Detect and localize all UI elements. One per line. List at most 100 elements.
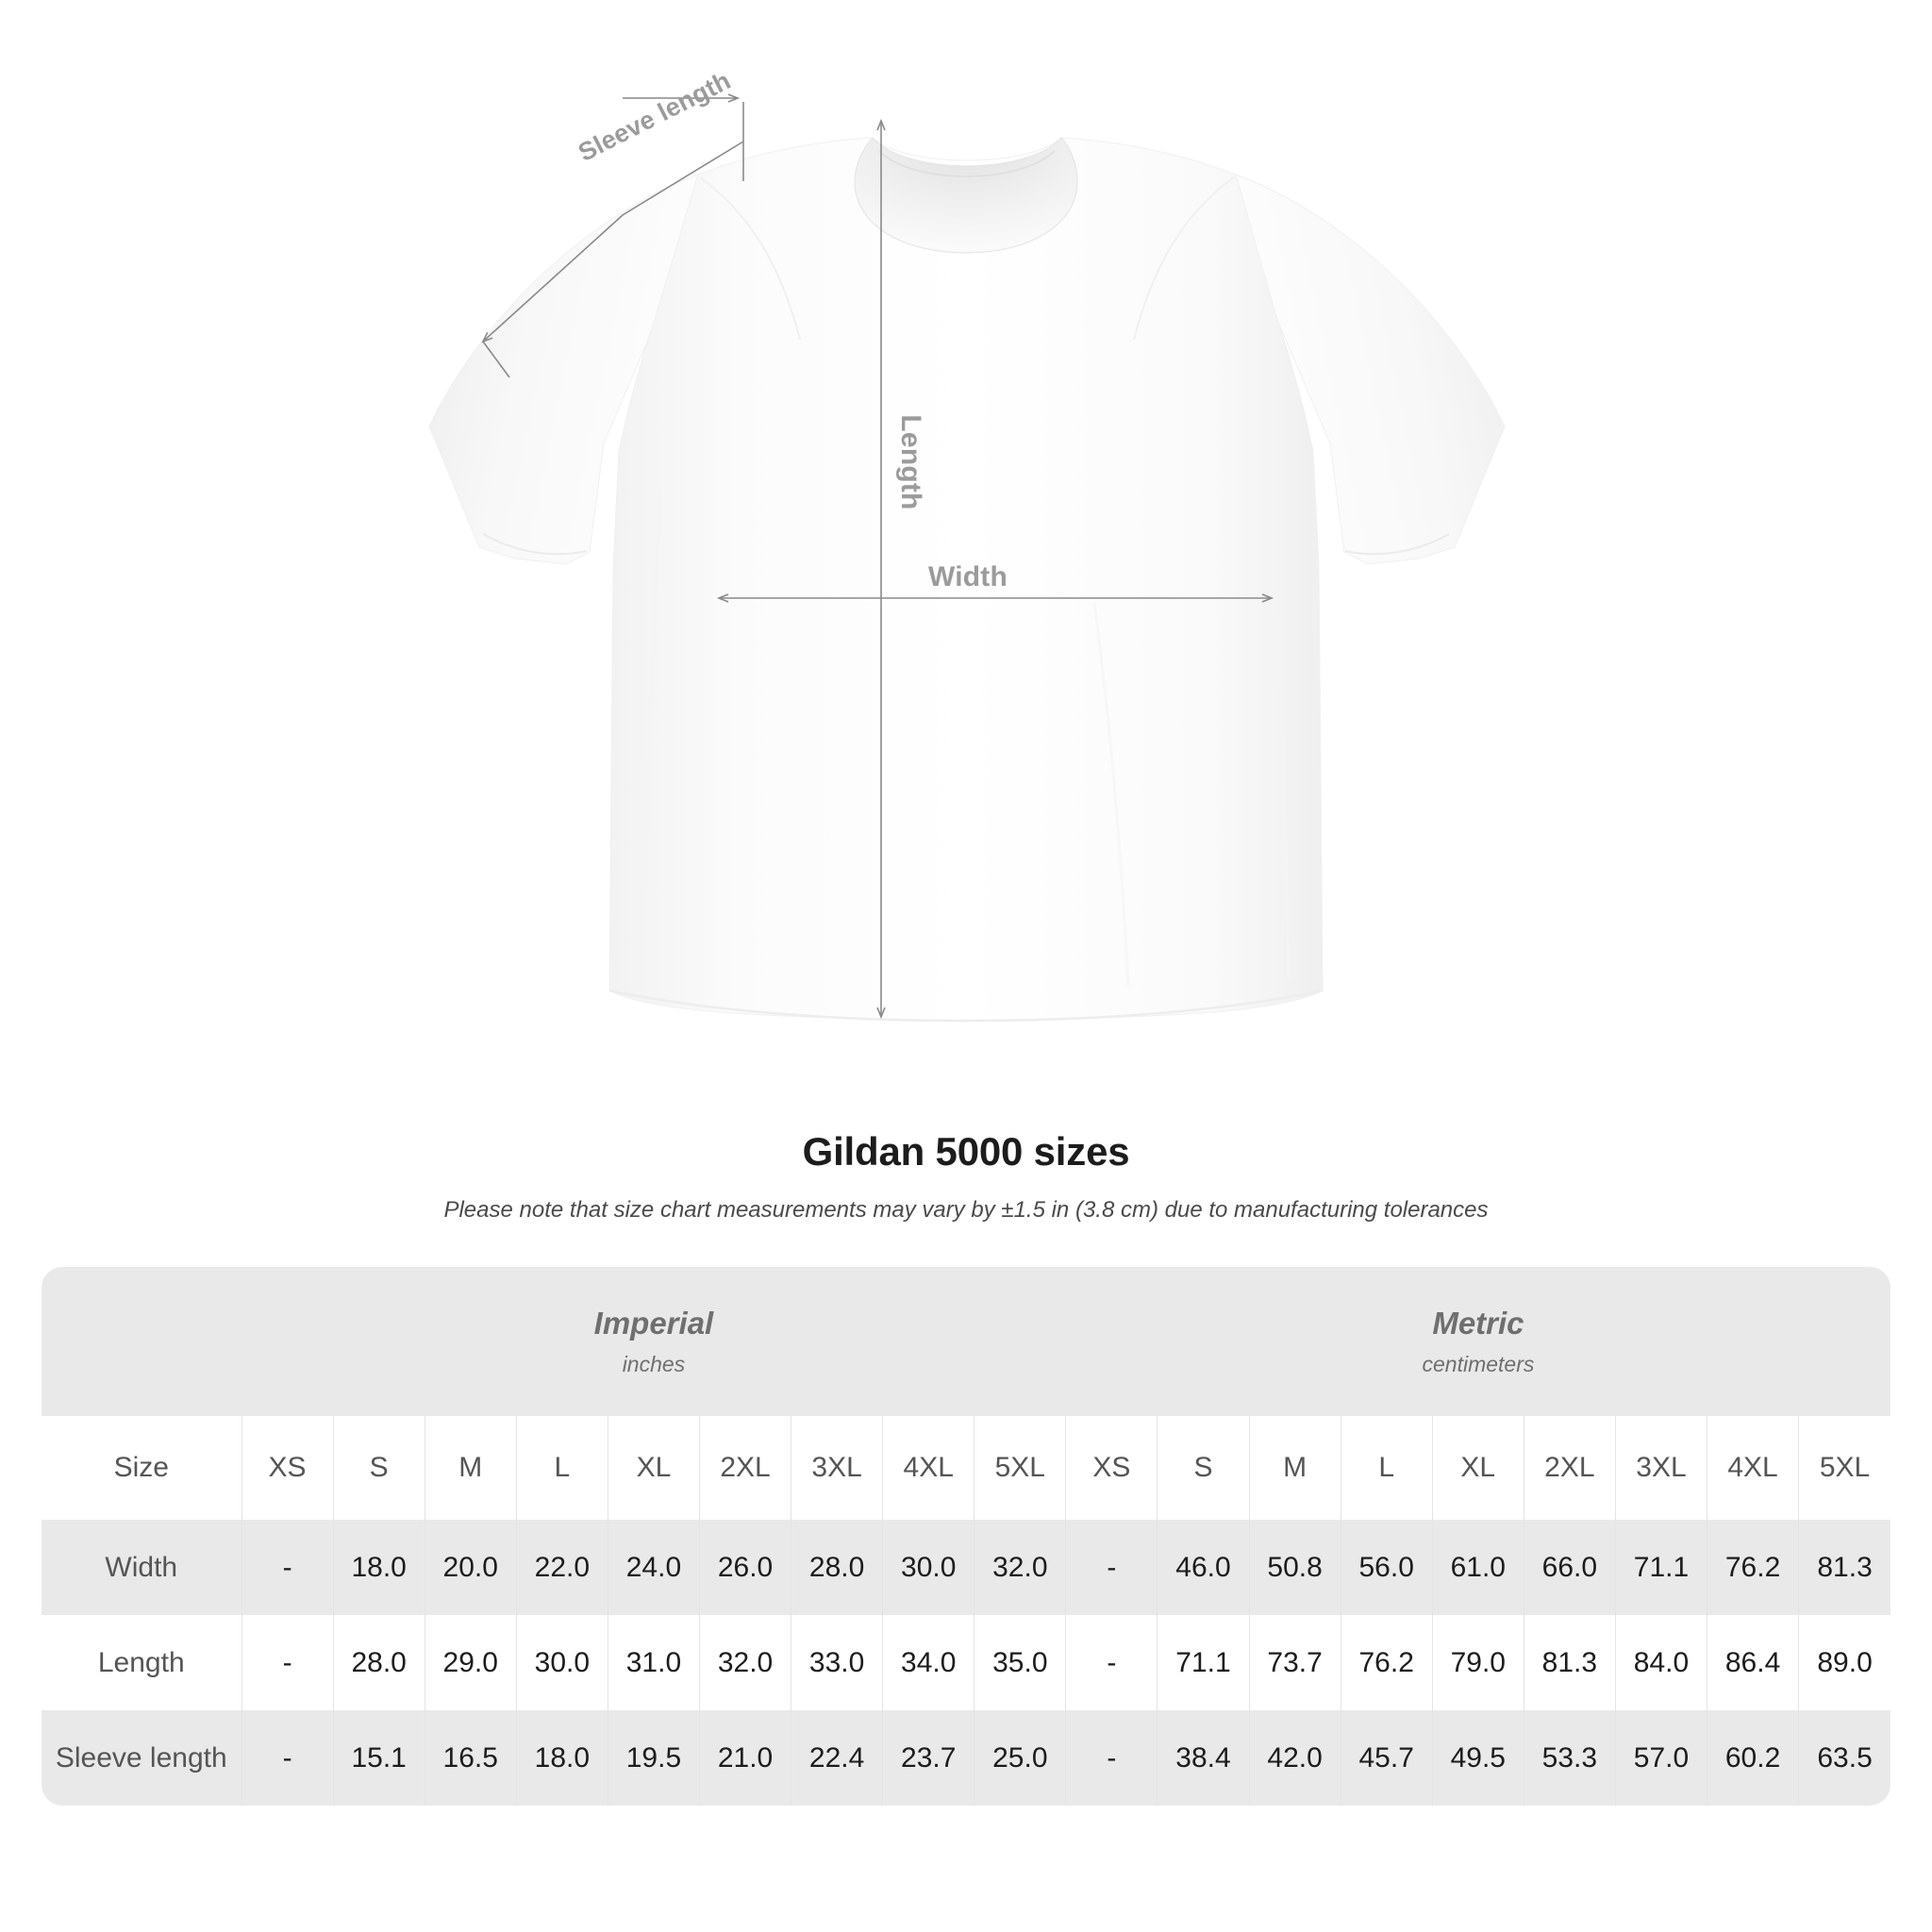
measurement-lines xyxy=(481,93,1274,1020)
cell-length-4xl-metric: 86.4 xyxy=(1707,1615,1799,1710)
shirt-body xyxy=(608,137,1324,1022)
unit-group-row: Imperial inches Metric centimeters xyxy=(42,1267,1890,1416)
length-label: Length xyxy=(895,414,926,510)
size-column-header-4xl-metric: 4XL xyxy=(1707,1416,1799,1520)
cell-length-3xl-metric: 84.0 xyxy=(1614,1615,1707,1710)
size-column-header-xl-metric: XL xyxy=(1431,1416,1524,1520)
cell-width-m-imperial: 20.0 xyxy=(424,1520,517,1615)
cell-sleeve-length-3xl-metric: 57.0 xyxy=(1614,1710,1707,1806)
tolerance-note: Please note that size chart measurements… xyxy=(443,1197,1489,1223)
size-column-header-3xl-imperial: 3XL xyxy=(791,1416,883,1520)
cell-sleeve-length-xs-imperial: - xyxy=(241,1710,334,1806)
left-sleeve-hem xyxy=(482,533,588,556)
left-shoulder-seam xyxy=(699,176,802,341)
size-column-header-xl-imperial: XL xyxy=(607,1416,700,1520)
cell-width-5xl-metric: 81.3 xyxy=(1798,1520,1890,1615)
fold-center-right xyxy=(1092,603,1130,988)
right-shoulder-seam xyxy=(1132,176,1235,341)
cell-sleeve-length-xl-imperial: 19.5 xyxy=(607,1710,700,1806)
cell-width-xl-metric: 61.0 xyxy=(1431,1520,1524,1615)
cell-length-l-imperial: 30.0 xyxy=(515,1615,608,1710)
cell-length-5xl-imperial: 35.0 xyxy=(974,1615,1066,1710)
sleeve-dim-tick-left xyxy=(482,341,510,378)
fold-left xyxy=(641,490,662,982)
cell-sleeve-length-3xl-imperial: 22.4 xyxy=(791,1710,883,1806)
tshirt-illustration xyxy=(428,93,1506,1023)
cell-length-m-metric: 73.7 xyxy=(1248,1615,1341,1710)
size-chart-table-wrapper: Imperial inches Metric centimeters Size XS S M L… xyxy=(42,1267,1890,1806)
cell-sleeve-length-m-imperial: 16.5 xyxy=(424,1710,517,1806)
cell-width-l-metric: 56.0 xyxy=(1340,1520,1433,1615)
unit-group-imperial: Imperial inches xyxy=(242,1267,1066,1416)
cell-sleeve-length-2xl-imperial: 21.0 xyxy=(698,1710,791,1806)
cell-sleeve-length-m-metric: 42.0 xyxy=(1248,1710,1341,1806)
size-header-row: Size XS S M L XL 2XL 3XL 4XL 5XL XS S M L XL 2XL 3XL 4XL 5… xyxy=(42,1416,1890,1520)
size-column-header-5xl-metric: 5XL xyxy=(1798,1416,1890,1520)
unit-group-subtitle: centimeters xyxy=(1422,1351,1535,1376)
cell-width-3xl-imperial: 28.0 xyxy=(791,1520,883,1615)
cell-width-xs-metric: - xyxy=(1065,1520,1158,1615)
cell-width-s-metric: 46.0 xyxy=(1157,1520,1250,1615)
cell-length-s-imperial: 28.0 xyxy=(332,1615,425,1710)
size-column-header-s-imperial: S xyxy=(332,1416,425,1520)
unit-group-subtitle: inches xyxy=(622,1351,686,1376)
cell-sleeve-length-5xl-imperial: 25.0 xyxy=(974,1710,1066,1806)
sleeve-dim-line xyxy=(481,141,744,343)
bottom-hem xyxy=(608,989,1324,1023)
width-label: Width xyxy=(927,561,1008,592)
left-sleeve xyxy=(428,174,699,565)
size-column-header-xs-metric: XS xyxy=(1065,1416,1158,1520)
cell-sleeve-length-xl-metric: 49.5 xyxy=(1431,1710,1524,1806)
unit-group-name: Metric xyxy=(1432,1306,1524,1341)
size-column-header-3xl-metric: 3XL xyxy=(1614,1416,1707,1520)
size-column-header-s-metric: S xyxy=(1157,1416,1250,1520)
unit-group-spacer xyxy=(42,1267,242,1416)
cell-length-l-metric: 76.2 xyxy=(1340,1615,1433,1710)
right-sleeve-hem xyxy=(1344,533,1450,556)
cell-sleeve-length-s-metric: 38.4 xyxy=(1157,1710,1250,1806)
table-row: Width -18.0 20.0 22.0 24.0 26.0 28.0 30.0 32.0-4… xyxy=(42,1520,1890,1615)
cell-width-4xl-metric: 76.2 xyxy=(1707,1520,1799,1615)
table-row: Sleeve length -15.1 16.5 18.0 19.5 21.0 22.4 23… xyxy=(42,1710,1890,1806)
size-column-header-5xl-imperial: 5XL xyxy=(974,1416,1066,1520)
tshirt-diagram: Sleeve length Length Width xyxy=(428,66,1506,1023)
size-column-header-2xl-imperial: 2XL xyxy=(698,1416,791,1520)
title-block: Gildan 5000 sizes Please note that size … xyxy=(0,1118,1932,1224)
cell-length-xs-imperial: - xyxy=(241,1615,334,1710)
size-column-header-l-metric: L xyxy=(1340,1416,1433,1520)
cell-width-xs-imperial: - xyxy=(241,1520,334,1615)
shirt-shape xyxy=(428,137,1506,1023)
collar xyxy=(854,137,1078,254)
row-label-length: Length xyxy=(42,1615,242,1710)
cell-width-3xl-metric: 71.1 xyxy=(1614,1520,1707,1615)
cell-sleeve-length-2xl-metric: 53.3 xyxy=(1523,1710,1616,1806)
size-column-header-l-imperial: L xyxy=(515,1416,608,1520)
cell-width-2xl-imperial: 26.0 xyxy=(698,1520,791,1615)
row-label-sleeve-length: Sleeve length xyxy=(42,1710,242,1806)
cell-width-m-metric: 50.8 xyxy=(1248,1520,1341,1615)
size-column-header-m-imperial: M xyxy=(424,1416,517,1520)
row-label-width: Width xyxy=(42,1520,242,1615)
fold-right xyxy=(1270,490,1291,982)
cell-length-2xl-imperial: 32.0 xyxy=(698,1615,791,1710)
cell-length-xs-metric: - xyxy=(1065,1615,1158,1710)
size-column-header-4xl-imperial: 4XL xyxy=(882,1416,974,1520)
cell-sleeve-length-l-metric: 45.7 xyxy=(1340,1710,1433,1806)
cell-length-5xl-metric: 89.0 xyxy=(1798,1615,1890,1710)
page-title: Gildan 5000 sizes xyxy=(802,1129,1130,1174)
cell-sleeve-length-l-imperial: 18.0 xyxy=(515,1710,608,1806)
cell-sleeve-length-4xl-metric: 60.2 xyxy=(1707,1710,1799,1806)
cell-sleeve-length-s-imperial: 15.1 xyxy=(332,1710,425,1806)
size-column-header-2xl-metric: 2XL xyxy=(1523,1416,1616,1520)
cell-length-4xl-imperial: 34.0 xyxy=(882,1615,974,1710)
size-column-header-m-metric: M xyxy=(1248,1416,1341,1520)
cell-length-2xl-metric: 81.3 xyxy=(1523,1615,1616,1710)
cell-width-5xl-imperial: 32.0 xyxy=(974,1520,1066,1615)
size-column-header-xs-imperial: XS xyxy=(241,1416,334,1520)
unit-group-metric: Metric centimeters xyxy=(1065,1267,1890,1416)
cell-length-m-imperial: 29.0 xyxy=(424,1615,517,1710)
cell-length-s-metric: 71.1 xyxy=(1157,1615,1250,1710)
cell-width-l-imperial: 22.0 xyxy=(515,1520,608,1615)
cell-length-xl-imperial: 31.0 xyxy=(607,1615,700,1710)
cell-width-4xl-imperial: 30.0 xyxy=(882,1520,974,1615)
